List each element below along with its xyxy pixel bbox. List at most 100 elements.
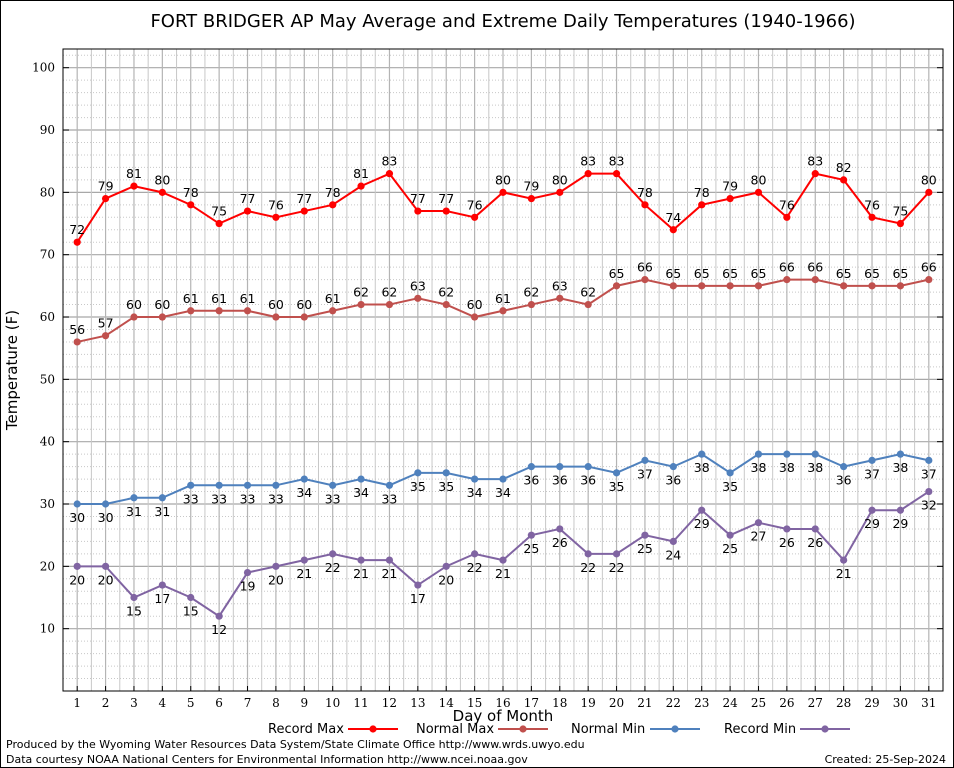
data-label: 33 [268,491,284,506]
data-point [556,294,564,302]
data-point [414,581,422,589]
data-point [840,556,848,564]
data-point [130,182,138,190]
data-point [527,463,535,471]
data-point [442,562,450,570]
data-label: 20 [69,572,85,587]
data-label: 78 [183,185,199,200]
data-point [243,568,252,577]
data-point [357,475,365,483]
data-point [357,300,365,309]
data-label: 38 [779,460,795,475]
data-label: 25 [637,541,653,556]
data-point [215,219,223,228]
data-point [527,300,535,309]
data-point [896,450,905,458]
data-point [499,188,507,196]
y-tick-label: 100 [32,61,55,75]
data-label: 25 [523,541,539,556]
y-tick-label: 10 [40,622,55,636]
data-point [868,213,876,221]
data-point [925,487,933,496]
data-label: 26 [779,535,795,550]
data-label: 33 [325,491,341,506]
data-label: 35 [410,479,426,494]
data-point [73,238,81,246]
data-label: 35 [609,479,625,494]
data-point [187,481,195,489]
data-label: 66 [921,260,937,275]
data-label: 77 [438,191,454,206]
data-point [385,170,394,178]
x-tick-label: 7 [244,696,252,710]
data-label: 34 [296,485,312,500]
footer-data-courtesy: Data courtesy NOAA National Centers for … [6,753,528,766]
data-label: 74 [665,210,681,225]
data-label: 36 [552,473,568,488]
data-point [329,201,337,209]
footer-produced-by: Produced by the Wyoming Water Resources … [6,738,585,751]
data-point [130,494,138,502]
data-point [300,475,308,483]
x-tick-label: 14 [439,696,455,710]
data-label: 60 [126,297,142,312]
data-label: 33 [240,491,256,506]
data-point [414,294,422,302]
data-point [527,194,535,203]
data-point [896,506,905,514]
data-label: 33 [211,491,227,506]
data-label: 72 [69,222,85,237]
data-point [471,213,479,221]
data-label: 22 [580,560,596,575]
legend-marker [821,725,829,733]
data-point [158,581,166,589]
data-label: 78 [694,185,710,200]
data-label: 79 [98,179,114,194]
data-point [783,525,791,533]
data-label: 80 [751,172,767,187]
data-label: 31 [126,504,142,519]
data-label: 27 [751,529,767,544]
data-point [385,300,394,309]
data-point [868,456,876,464]
data-point [215,307,223,315]
data-point [584,550,592,558]
data-point [101,194,110,203]
data-point [329,550,337,558]
legend-marker [369,725,377,733]
data-label: 77 [296,191,312,206]
data-point [215,612,223,620]
footer-created: Created: 25-Sep-2024 [825,753,946,766]
data-label: 33 [381,491,397,506]
data-point [840,463,848,471]
x-tick-label: 1 [73,696,81,710]
data-point [471,313,479,321]
y-tick-label: 30 [40,497,55,511]
x-tick-label: 3 [130,696,138,710]
series-normal-min: 30 30 31 31 33 33 33 33 34 33 34 33 35 35 34 34 36 36 36 35… [69,450,937,525]
data-point [840,282,848,290]
data-point [187,593,195,602]
data-point [669,226,677,234]
series-normal-max: 56 57 60 60 61 61 61 60 60 61 62 62 63 62 60 61 62 63 62 65… [69,260,937,346]
data-label: 62 [438,285,454,300]
data-point [754,282,763,290]
data-point [215,481,223,489]
data-point [243,207,252,215]
data-label: 80 [921,172,937,187]
data-point [556,188,564,196]
data-label: 22 [467,560,483,575]
data-label: 83 [609,154,625,169]
data-point [840,176,848,184]
data-label: 22 [325,560,341,575]
data-label: 33 [183,491,199,506]
data-label: 81 [353,166,369,181]
data-label: 65 [864,266,880,281]
data-point [612,170,621,178]
data-label: 66 [779,260,795,275]
data-point [73,338,81,346]
data-point [272,213,280,221]
x-tick-label: 21 [637,696,652,710]
data-label: 21 [296,566,312,581]
